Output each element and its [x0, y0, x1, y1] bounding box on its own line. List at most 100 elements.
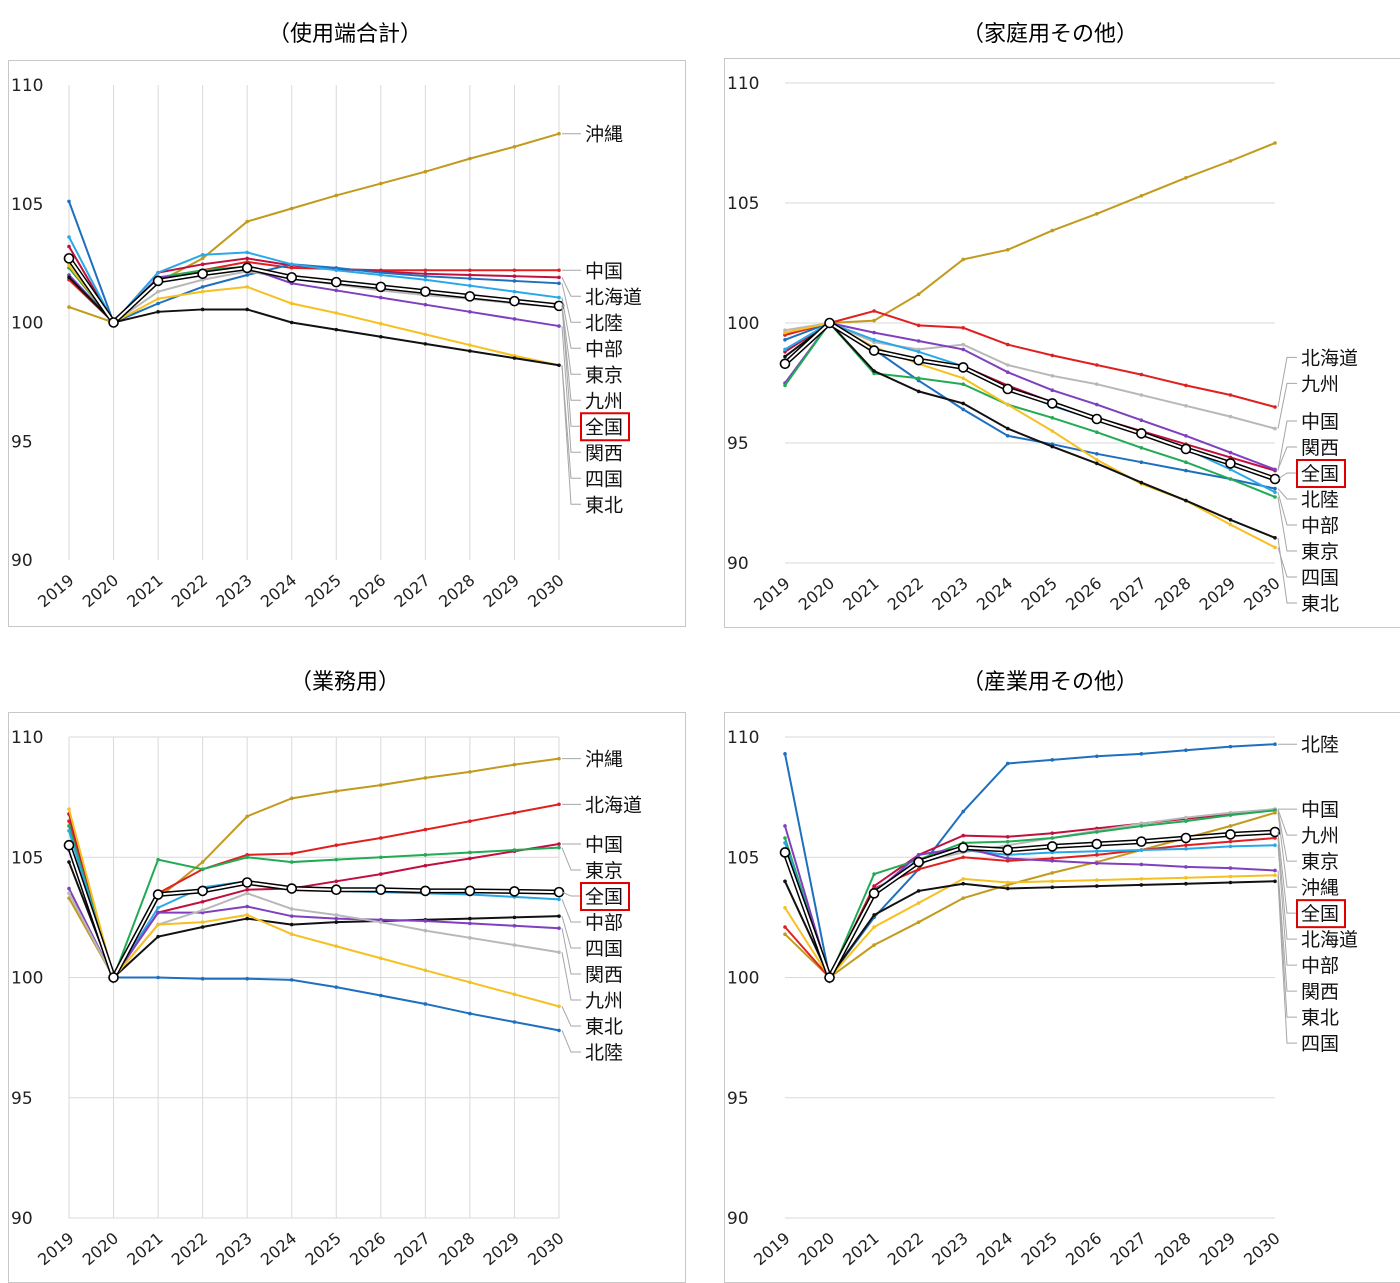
data-point-zenkoku [286, 272, 298, 283]
data-point-hokuriku [1095, 754, 1099, 759]
data-point-hokuriku [156, 301, 160, 306]
data-point-hokkaido [512, 810, 517, 815]
series-line-tohoku [68, 276, 560, 367]
data-point-tohoku [1228, 874, 1233, 879]
leader-line-kyushu [1277, 382, 1297, 429]
end-label-kyushu: 九州 [585, 990, 623, 1012]
data-point-zenkoku [1091, 413, 1103, 425]
data-point-zenkoku [152, 275, 164, 287]
series-line-kyushu [784, 321, 1276, 430]
x-tick-label: 2026 [1062, 574, 1105, 615]
end-label-chubu: 中部 [585, 338, 623, 360]
data-point-hokuriku [67, 199, 71, 204]
data-point-kansai [334, 288, 339, 293]
data-point-kansai [1273, 467, 1277, 472]
data-point-kansai [916, 853, 921, 857]
data-point-shikoku [289, 922, 294, 927]
data-point-okinawa [916, 920, 921, 924]
data-point-hokuriku [289, 978, 294, 982]
leader-line-kyushu [561, 952, 581, 1001]
data-point-kansai [1228, 450, 1233, 455]
x-tick-label: 2024 [257, 1229, 300, 1270]
leader-line-zenkoku [1277, 831, 1297, 914]
data-point-tohoku [245, 307, 249, 312]
end-label-tokyo: 東京 [1301, 851, 1339, 873]
series-line-tohoku [68, 808, 560, 1008]
x-tick-label: 2028 [1151, 574, 1194, 615]
data-point-tohoku [961, 877, 965, 881]
data-point-tohoku [468, 349, 472, 353]
series-line-tokyo [784, 809, 1276, 981]
leader-line-tokyo [1277, 496, 1297, 552]
data-point-okinawa [1139, 194, 1144, 198]
y-tick-label: 100 [727, 314, 759, 334]
data-point-chubu [783, 347, 787, 352]
y-tick-label: 105 [11, 195, 43, 215]
end-label-shikoku: 四国 [585, 938, 623, 960]
data-point-tohoku [334, 944, 339, 949]
data-point-hokuriku [200, 976, 205, 981]
x-tick-label: 2023 [928, 574, 971, 615]
data-point-tokyo [245, 855, 249, 860]
series-line-tokyo [784, 321, 1276, 498]
y-tick-label: 110 [727, 728, 759, 748]
leader-line-kansai [1277, 446, 1297, 470]
leader-line-chugoku [1277, 420, 1297, 471]
data-point-tokyo [1005, 839, 1010, 844]
data-point-shikoku [1095, 458, 1099, 462]
data-point-kyushu [1050, 374, 1055, 378]
data-point-hokkaido [379, 836, 383, 840]
x-tick-label: 2027 [391, 571, 434, 612]
x-tick-label: 2020 [795, 1229, 838, 1270]
x-tick-label: 2020 [795, 574, 838, 615]
data-point-tokyo [1184, 460, 1188, 465]
end-label-tokyo: 東京 [585, 860, 623, 882]
end-label-hokuriku: 北陸 [585, 1042, 623, 1064]
series-line-zenkoku [68, 257, 560, 325]
data-point-tohoku [379, 956, 383, 961]
data-point-kyushu [1273, 426, 1277, 431]
data-point-okinawa [1228, 159, 1233, 163]
data-point-tokyo [1228, 477, 1233, 481]
data-point-okinawa [1005, 248, 1010, 252]
data-point-kansai [156, 910, 160, 915]
end-label-tokyo: 東京 [585, 364, 623, 386]
x-tick-label: 2027 [1107, 1229, 1150, 1270]
data-point-zenkoku [1269, 826, 1281, 838]
x-tick-label: 2019 [34, 1229, 77, 1270]
x-tick-label: 2022 [168, 571, 211, 612]
data-point-shikoku [1228, 522, 1233, 527]
leader-line-hokkaido [1277, 356, 1297, 408]
data-point-tohoku [916, 901, 921, 905]
data-point-tohoku [1273, 536, 1277, 540]
data-point-hokkaido [423, 827, 428, 832]
data-point-tokyo [200, 867, 205, 872]
y-tick-label: 110 [11, 728, 43, 748]
data-point-kansai [468, 310, 472, 314]
data-point-kyushu [289, 907, 294, 911]
data-point-chubu [423, 277, 428, 282]
data-point-kyushu [156, 289, 160, 294]
data-point-hokuriku [1139, 460, 1144, 465]
data-point-tohoku [200, 307, 205, 312]
data-point-shikoku [1184, 881, 1188, 886]
x-tick-label: 2023 [212, 571, 255, 612]
data-point-hokkaido [334, 843, 339, 848]
data-point-hokuriku [1005, 434, 1010, 438]
data-point-tohoku [1273, 873, 1277, 878]
series-line-chubu [784, 321, 1276, 494]
y-tick-label: 90 [11, 551, 33, 571]
data-point-kansai [557, 926, 561, 930]
data-point-shikoku [1228, 880, 1233, 885]
series-line-hokuriku [784, 743, 1276, 980]
data-point-chugoku [557, 268, 561, 273]
end-label-tohoku: 東北 [585, 1016, 623, 1038]
data-point-zenkoku [1002, 844, 1014, 856]
data-point-hokkaido [200, 262, 205, 267]
data-point-chubu [1228, 844, 1233, 849]
data-point-zenkoku [286, 883, 298, 894]
data-point-hokkaido [245, 256, 249, 261]
leader-line-zenkoku [561, 891, 581, 897]
